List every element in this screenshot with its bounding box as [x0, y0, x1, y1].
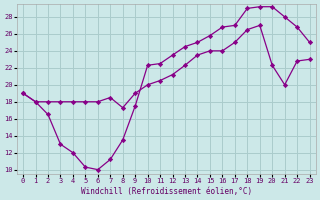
- X-axis label: Windchill (Refroidissement éolien,°C): Windchill (Refroidissement éolien,°C): [81, 187, 252, 196]
